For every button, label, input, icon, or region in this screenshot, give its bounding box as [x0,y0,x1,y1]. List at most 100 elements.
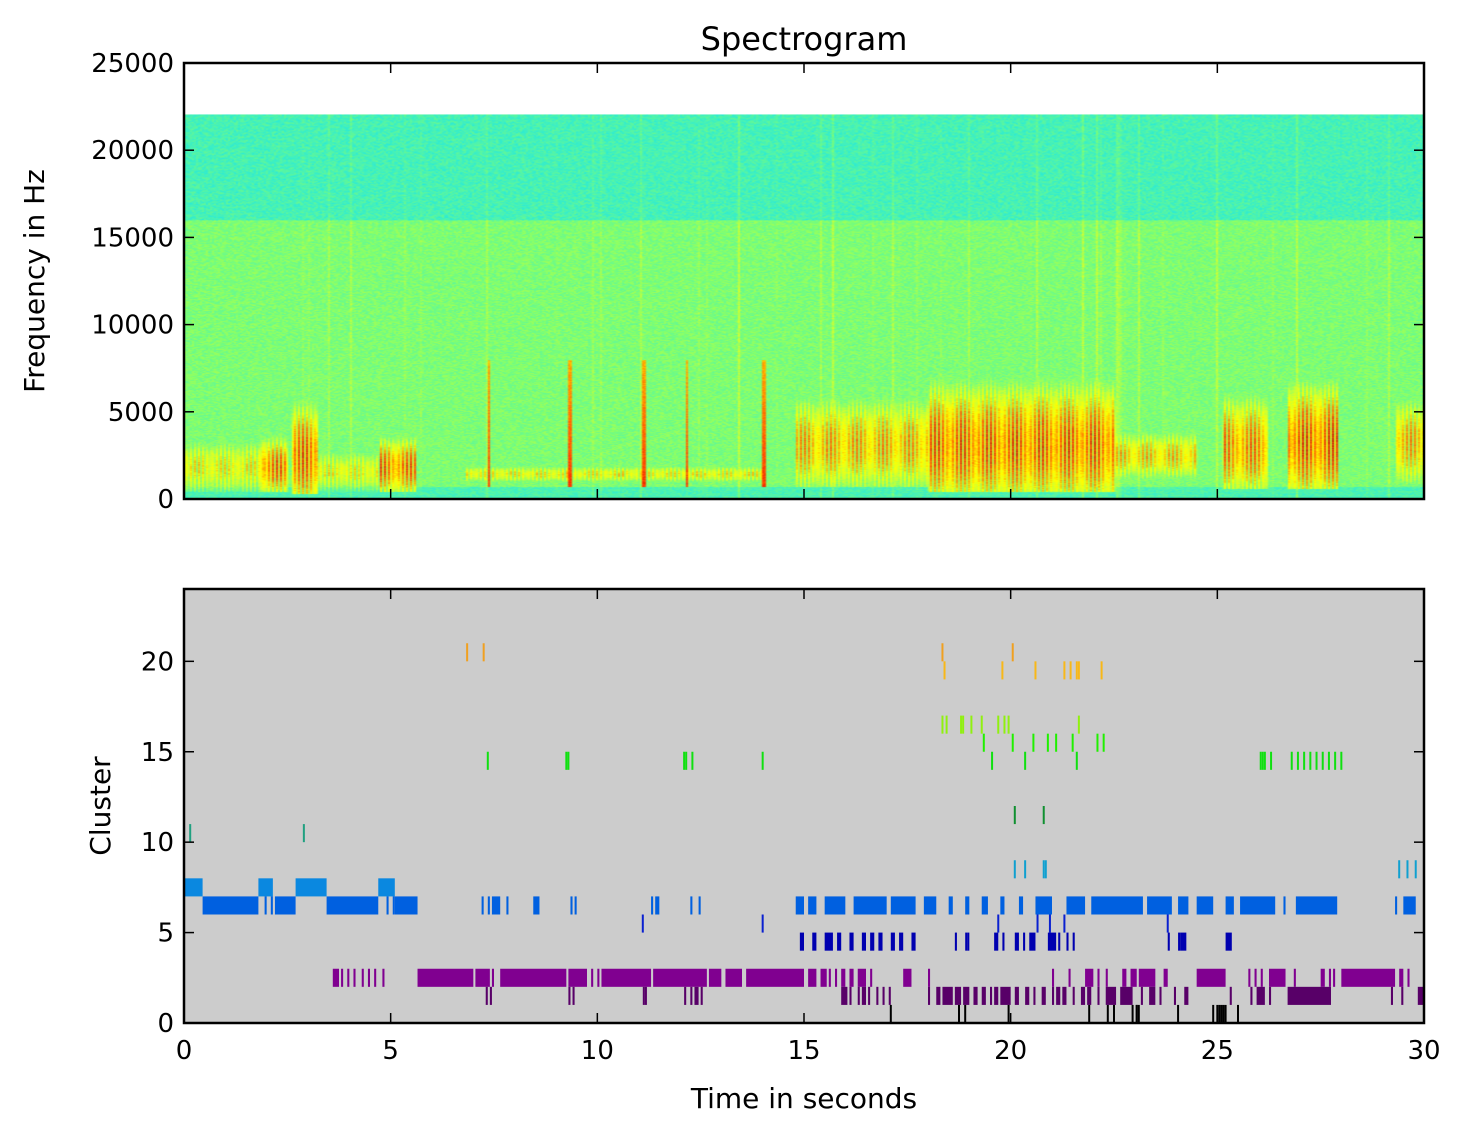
y-tick-label: 5 [157,919,174,949]
cluster-mark [761,751,764,770]
cluster-segment [857,968,866,987]
x-tick-label: 20 [994,1036,1027,1066]
cluster-segment [1178,896,1189,915]
spectrogram-title: Spectrogram [701,20,908,58]
cluster-series-15 [982,733,1105,752]
cluster-mark [1042,806,1045,825]
cluster-segment [841,986,848,1005]
cluster-segment [1403,896,1416,915]
cluster-segment [1178,932,1181,951]
cluster-segment [1130,968,1137,987]
cluster-segment [1029,932,1036,951]
x-tick-label: 30 [1407,1036,1440,1066]
cluster-segment [1407,968,1410,987]
cluster-mark [1024,860,1027,879]
cluster-segment [264,896,267,915]
cluster-segment [378,878,395,897]
cluster-segment [570,896,573,915]
cluster-segment [1399,968,1404,987]
cluster-segment [981,986,986,1005]
cluster-segment [1085,968,1094,987]
cluster-mark [1334,751,1337,770]
cluster-mark [466,643,469,662]
cluster-segment [990,986,993,1005]
cluster-segment [795,896,804,915]
cluster-series-5 [641,914,1169,933]
cluster-segment [1056,986,1061,1005]
cluster-segment [694,986,699,1005]
cluster-mark [991,751,994,770]
cluster-segment [690,896,693,915]
cluster-mark [189,824,192,843]
cluster-mark [1042,860,1045,879]
cluster-segment [1033,986,1036,1005]
cluster-segment [1058,932,1061,951]
spectrogram-image [184,114,1424,499]
y-tick-label: 5000 [108,398,174,428]
cluster-mark [889,1004,892,1023]
cluster-segment [965,932,968,951]
cluster-segment [746,968,804,987]
cluster-segment [899,932,904,951]
cluster-segment [890,932,895,951]
cluster-segment [1295,896,1338,915]
y-tick-label: 20000 [91,136,174,166]
cluster-segment [861,986,866,1005]
cluster-segment [597,968,600,987]
cluster-segment [1041,986,1046,1005]
cluster-segment [1047,932,1057,951]
cluster-segment [799,932,804,951]
cluster-y-axis-label: Cluster [84,756,117,856]
cluster-segment [1062,986,1067,1005]
cluster-mark [1046,733,1049,752]
cluster-segment [824,932,833,951]
cluster-segment [808,896,817,915]
cluster-segment [1184,986,1189,1005]
cluster-mark [1034,661,1037,680]
cluster-segment [347,968,350,987]
cluster-segment [653,968,707,987]
cluster-segment [1225,932,1232,951]
cluster-segment [644,986,647,1005]
cluster-segment [1014,932,1019,951]
cluster-segment [1240,896,1276,915]
cluster-segment [853,896,887,915]
cluster-segment [1248,968,1251,987]
cluster-segment [690,986,693,1005]
cluster-mark [945,715,948,734]
cluster-mark [1224,1004,1227,1023]
cluster-mark [1315,751,1318,770]
cluster-segment [708,968,722,987]
cluster-mark [1063,914,1066,933]
cluster-segment [326,896,379,915]
cluster-series-0 [889,1004,1239,1023]
cluster-segment [911,932,916,951]
cluster-mark [302,824,305,843]
cluster-segment [1293,968,1296,987]
cluster-segment [1417,986,1424,1005]
cluster-mark [943,661,946,680]
y-tick-label: 10 [141,828,174,858]
cluster-segment [923,896,937,915]
cluster-series-14 [486,751,1343,770]
cluster-segment [820,968,827,987]
cluster-segment [487,896,490,915]
cluster-mark [997,715,1000,734]
cluster-series-10 [189,824,305,843]
cluster-segment [888,986,891,1005]
cluster-segment [485,986,488,1005]
cluster-segment [1052,986,1055,1005]
cluster-segment [651,896,654,915]
cluster-mark [1003,715,1006,734]
cluster-background [184,589,1424,1023]
cluster-mark [1007,715,1010,734]
cluster-segment [1091,896,1143,915]
cluster-segment [870,968,873,987]
cluster-mark [1259,751,1262,770]
cluster-segment [878,932,883,951]
cluster-mark [964,1004,967,1023]
cluster-segment [1023,932,1026,951]
spectrogram-y-axis-label: Frequency in Hz [18,169,51,393]
cluster-segment [1180,932,1187,951]
cluster-mark [1414,860,1417,879]
